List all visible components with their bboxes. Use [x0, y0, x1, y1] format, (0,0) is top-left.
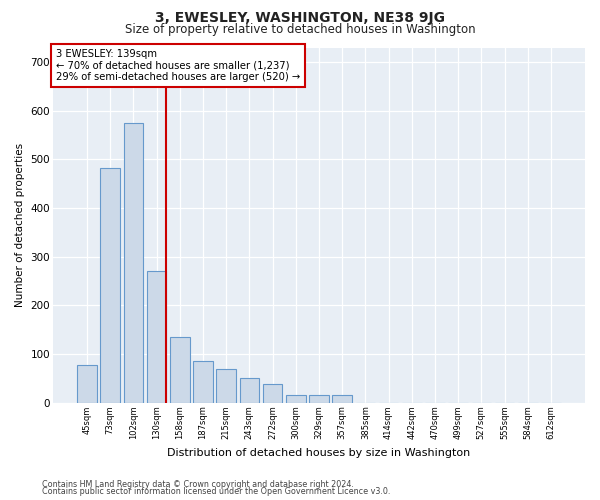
X-axis label: Distribution of detached houses by size in Washington: Distribution of detached houses by size … — [167, 448, 470, 458]
Y-axis label: Number of detached properties: Number of detached properties — [15, 143, 25, 307]
Text: Contains HM Land Registry data © Crown copyright and database right 2024.: Contains HM Land Registry data © Crown c… — [42, 480, 354, 489]
Bar — [217, 370, 236, 402]
Bar — [77, 364, 97, 403]
Bar — [263, 384, 283, 402]
Bar — [332, 395, 352, 402]
Text: Contains public sector information licensed under the Open Government Licence v3: Contains public sector information licen… — [42, 487, 391, 496]
Text: 3 EWESLEY: 139sqm
← 70% of detached houses are smaller (1,237)
29% of semi-detac: 3 EWESLEY: 139sqm ← 70% of detached hous… — [56, 50, 300, 82]
Bar — [309, 395, 329, 402]
Bar — [170, 338, 190, 402]
Bar — [124, 123, 143, 402]
Bar — [286, 395, 305, 402]
Text: Size of property relative to detached houses in Washington: Size of property relative to detached ho… — [125, 22, 475, 36]
Text: 3, EWESLEY, WASHINGTON, NE38 9JG: 3, EWESLEY, WASHINGTON, NE38 9JG — [155, 11, 445, 25]
Bar — [100, 168, 120, 402]
Bar — [239, 378, 259, 402]
Bar — [147, 271, 166, 402]
Bar — [193, 361, 213, 403]
